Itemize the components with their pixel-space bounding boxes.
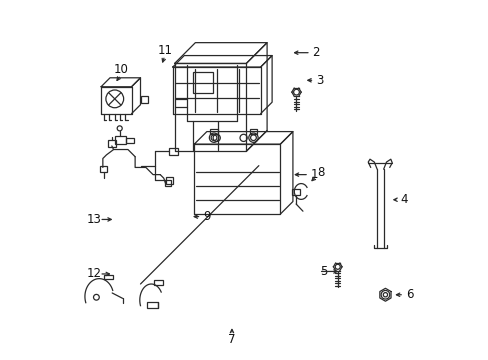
Text: 10: 10 bbox=[113, 63, 128, 76]
Text: 5: 5 bbox=[319, 265, 326, 278]
Text: 3: 3 bbox=[315, 74, 323, 87]
Text: 8: 8 bbox=[316, 166, 324, 179]
Bar bbox=[115, 136, 126, 144]
Bar bbox=[147, 302, 158, 308]
Bar bbox=[292, 189, 300, 195]
Bar bbox=[141, 96, 147, 103]
Text: 11: 11 bbox=[157, 44, 172, 57]
Bar bbox=[164, 180, 171, 186]
Text: 13: 13 bbox=[87, 213, 102, 226]
Bar bbox=[249, 129, 257, 134]
Bar bbox=[108, 140, 116, 147]
Text: 12: 12 bbox=[87, 267, 102, 280]
Text: 6: 6 bbox=[405, 288, 412, 301]
Bar bbox=[165, 177, 172, 184]
Bar bbox=[192, 72, 213, 93]
Bar bbox=[126, 138, 134, 143]
Bar bbox=[154, 280, 163, 285]
Text: 7: 7 bbox=[228, 333, 235, 346]
Text: 2: 2 bbox=[312, 46, 319, 59]
Text: 4: 4 bbox=[400, 193, 407, 206]
Text: 9: 9 bbox=[203, 210, 210, 223]
Bar bbox=[103, 275, 112, 279]
Text: 1: 1 bbox=[310, 168, 318, 181]
Bar bbox=[210, 129, 217, 134]
Bar bbox=[169, 148, 178, 155]
Bar bbox=[100, 166, 107, 172]
